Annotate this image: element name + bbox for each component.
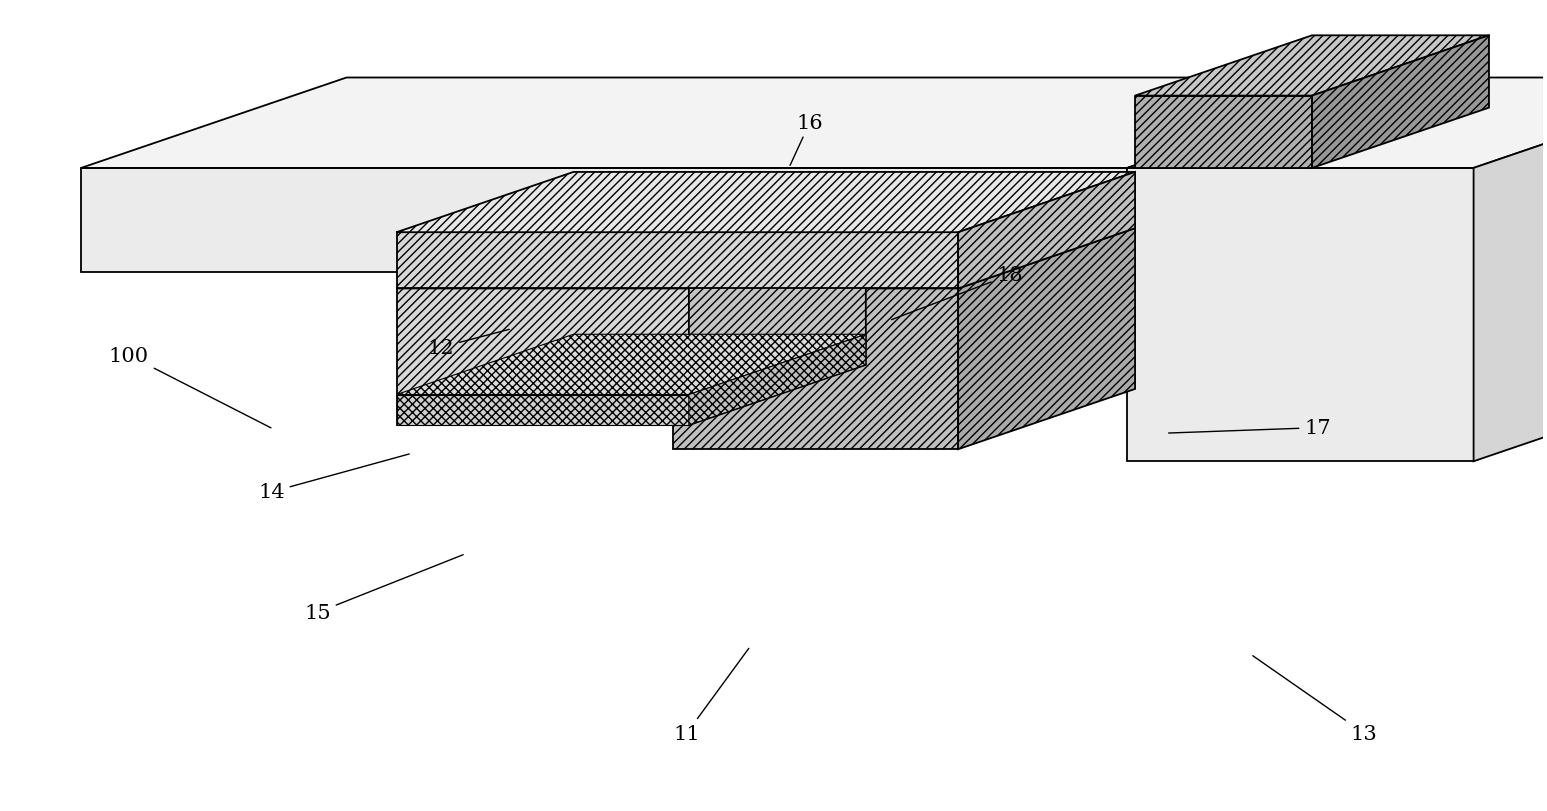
Polygon shape <box>1474 79 1547 461</box>
Text: 17: 17 <box>1168 418 1330 438</box>
Text: 13: 13 <box>1253 656 1377 743</box>
Polygon shape <box>1135 97 1312 169</box>
Polygon shape <box>396 233 958 289</box>
Polygon shape <box>1128 79 1392 273</box>
Polygon shape <box>396 229 866 289</box>
Polygon shape <box>1128 79 1547 169</box>
Text: 14: 14 <box>258 454 410 502</box>
Polygon shape <box>80 169 1128 273</box>
Polygon shape <box>396 173 1135 233</box>
Text: 12: 12 <box>427 330 509 358</box>
Polygon shape <box>673 289 958 449</box>
Text: 16: 16 <box>791 114 823 166</box>
Polygon shape <box>688 335 866 426</box>
Polygon shape <box>80 79 1392 169</box>
Polygon shape <box>958 229 1135 449</box>
Polygon shape <box>688 229 866 426</box>
Polygon shape <box>396 289 688 426</box>
Polygon shape <box>958 173 1135 289</box>
Text: 18: 18 <box>891 266 1023 320</box>
Text: 11: 11 <box>673 649 749 743</box>
Polygon shape <box>1128 169 1474 461</box>
Text: 15: 15 <box>305 555 463 622</box>
Polygon shape <box>396 335 866 395</box>
Polygon shape <box>1312 36 1488 169</box>
Polygon shape <box>396 395 688 426</box>
Text: 100: 100 <box>108 346 271 428</box>
Polygon shape <box>673 229 1135 289</box>
Polygon shape <box>1135 36 1488 97</box>
